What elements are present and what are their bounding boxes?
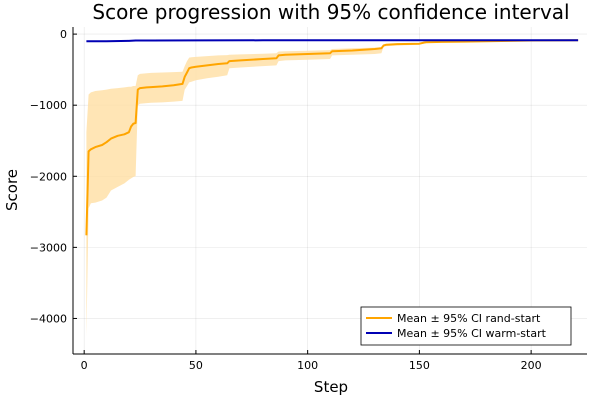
x-ticks: 0 50 100 150 200 (81, 350, 542, 372)
x-tick-label: 150 (409, 359, 430, 372)
legend-label-rand-start: Mean ± 95% CI rand-start (397, 312, 541, 325)
series-lines (85, 39, 579, 236)
y-tick-label: −4000 (30, 312, 67, 325)
y-tick-label: −3000 (30, 241, 67, 254)
y-tick-label: −1000 (30, 99, 67, 112)
mean-line-rand-start (85, 39, 579, 236)
y-ticks: 0 −1000 −2000 −3000 −4000 (30, 28, 77, 325)
y-tick-label: −2000 (30, 170, 67, 183)
mean-line-warm-start (86, 39, 579, 43)
y-axis-title: Score (3, 169, 21, 211)
x-tick-label: 0 (81, 359, 88, 372)
x-tick-label: 200 (521, 359, 542, 372)
legend-box (360, 306, 572, 346)
axes-frame (72, 27, 587, 355)
x-tick-label: 50 (189, 359, 203, 372)
x-tick-label: 100 (297, 359, 318, 372)
chart-title: Score progression with 95% confidence in… (92, 0, 569, 24)
legend: Mean ± 95% CI rand-start Mean ± 95% CI w… (360, 306, 572, 346)
y-tick-label: 0 (60, 28, 67, 41)
x-axis-title: Step (314, 378, 348, 396)
legend-label-warm-start: Mean ± 95% CI warm-start (397, 327, 547, 340)
